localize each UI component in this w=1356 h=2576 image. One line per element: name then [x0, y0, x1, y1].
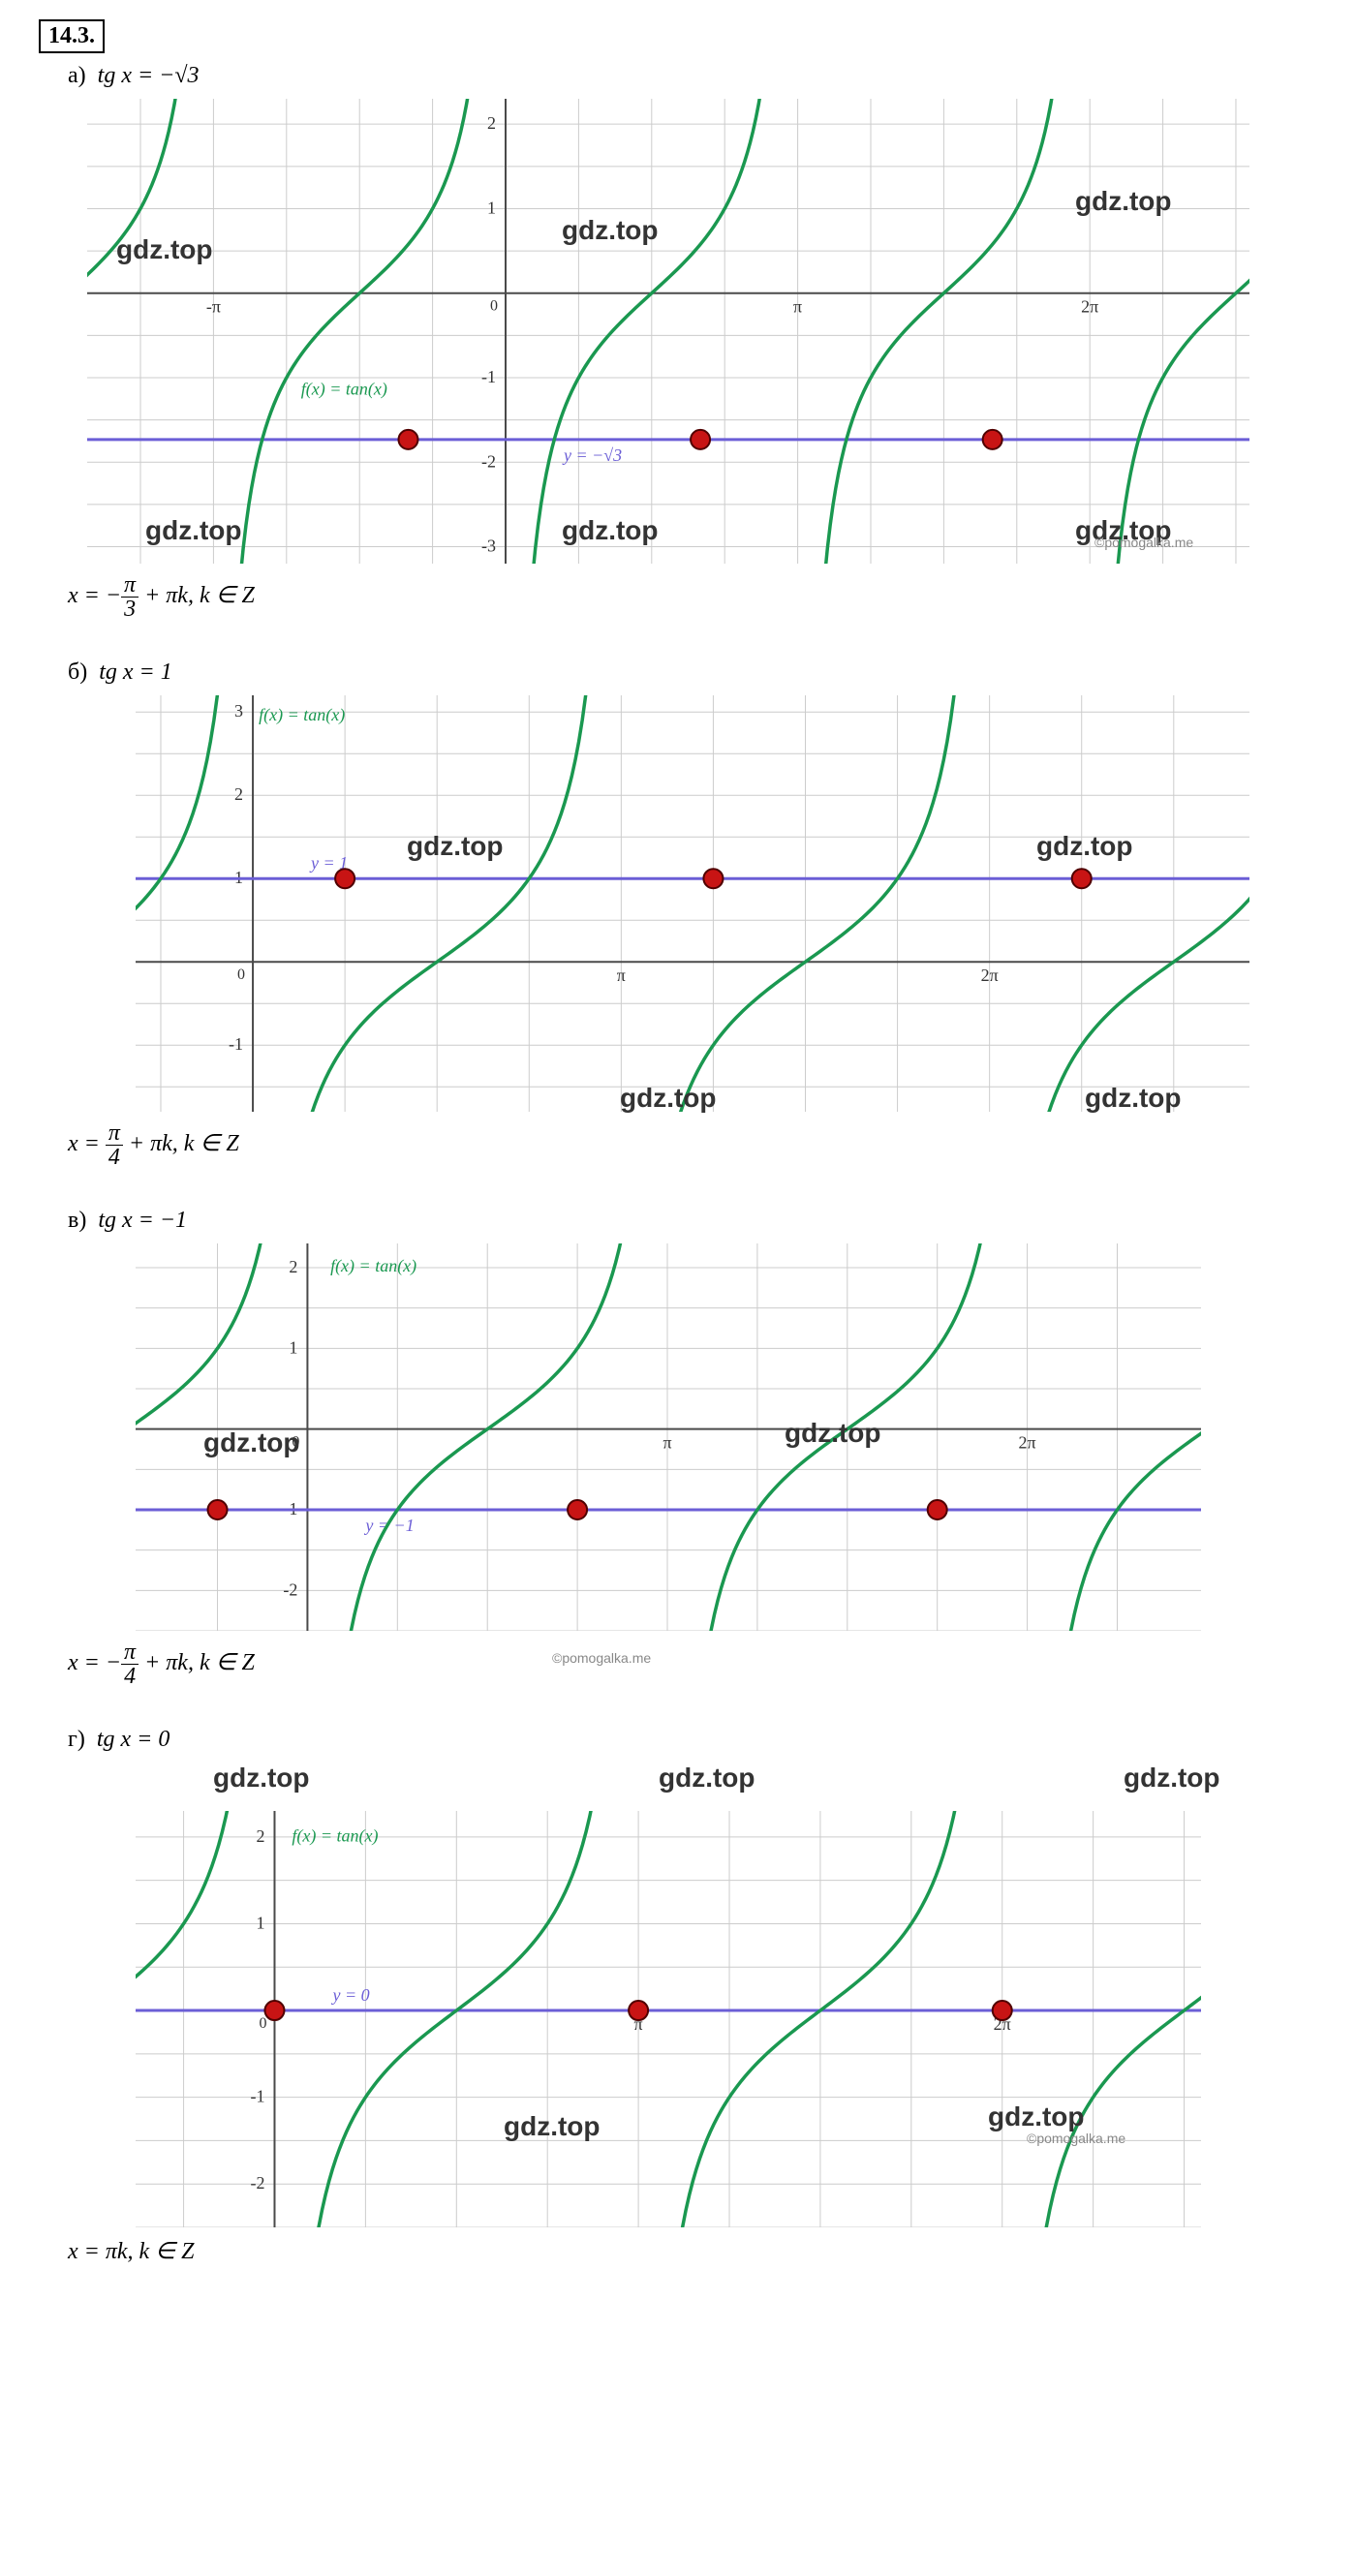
svg-text:-1: -1	[229, 1034, 243, 1054]
answer-a: x = −π3 + πk, k ∈ Z	[39, 573, 1317, 621]
svg-text:1: 1	[256, 1913, 264, 1932]
svg-text:2: 2	[256, 1826, 264, 1846]
graph-c: π2π-2-1120y = −1f(x) = tan(x) gdz.topgdz…	[136, 1243, 1201, 1631]
svg-text:0: 0	[237, 966, 245, 983]
subproblem-c: в) tg x = −1 π2π-2-1120y = −1f(x) = tan(…	[39, 1208, 1317, 1688]
graph-b: π2π-11230y = 1f(x) = tan(x) gdz.topgdz.t…	[136, 695, 1249, 1112]
svg-text:π: π	[617, 966, 626, 985]
svg-text:-2: -2	[481, 451, 496, 471]
svg-text:0: 0	[259, 2015, 266, 2032]
svg-text:2: 2	[487, 113, 496, 133]
graph-a: -ππ2π-3-2-1120y = −√3f(x) = tan(x) gdz.t…	[87, 99, 1249, 564]
subproblem-d: г) tg x = 0 gdz.topgdz.topgdz.top π2π-2-…	[39, 1727, 1317, 2265]
svg-text:2: 2	[234, 784, 243, 804]
svg-text:f(x) = tan(x): f(x) = tan(x)	[330, 1256, 416, 1276]
copyright: ©pomogalka.me	[552, 1650, 651, 1666]
copyright: ©pomogalka.me	[1027, 2131, 1125, 2146]
svg-text:3: 3	[234, 701, 243, 721]
svg-text:1: 1	[289, 1337, 297, 1357]
svg-text:f(x) = tan(x): f(x) = tan(x)	[292, 1825, 378, 1846]
svg-text:2π: 2π	[981, 966, 999, 985]
answer-b: x = π4 + πk, k ∈ Z	[39, 1121, 1317, 1169]
svg-text:π: π	[793, 297, 802, 317]
subproblem-label: в) tg x = −1	[39, 1208, 1317, 1234]
svg-text:2π: 2π	[1019, 1433, 1036, 1453]
svg-text:0: 0	[292, 1434, 299, 1451]
answer-c: x = −π4 + πk, k ∈ Z	[39, 1641, 1317, 1688]
copyright: ©pomogalka.me	[1094, 535, 1193, 550]
svg-text:2π: 2π	[1081, 297, 1098, 317]
subproblem-label: г) tg x = 0	[39, 1727, 1317, 1753]
subproblem-b: б) tg x = 1 π2π-11230y = 1f(x) = tan(x) …	[39, 659, 1317, 1169]
svg-text:-3: -3	[481, 537, 496, 556]
svg-text:-π: -π	[206, 297, 221, 317]
watermark: gdz.top	[659, 1763, 755, 1794]
svg-text:-2: -2	[250, 2173, 264, 2193]
svg-text:-2: -2	[283, 1579, 297, 1599]
svg-text:0: 0	[490, 298, 498, 315]
answer-d: x = πk, k ∈ Z	[39, 2237, 1317, 2265]
svg-text:-1: -1	[481, 367, 496, 386]
watermark: gdz.top	[213, 1763, 310, 1794]
svg-text:y = 0: y = 0	[330, 1985, 369, 2005]
svg-text:2: 2	[289, 1257, 297, 1276]
svg-text:f(x) = tan(x): f(x) = tan(x)	[259, 705, 345, 725]
svg-text:y = −√3: y = −√3	[562, 445, 622, 465]
subproblem-a: а) tg x = −√3 -π π 2π -3 -2 -1 1 2 0 y = −√3 f(x) …	[39, 63, 1317, 621]
svg-text:f(x) = tan(x): f(x) = tan(x)	[301, 379, 387, 399]
watermark: gdz.top	[1124, 1763, 1220, 1794]
subproblem-label: а) tg x = −√3	[39, 63, 1317, 89]
svg-text:-1: -1	[250, 2087, 264, 2106]
svg-text:π: π	[663, 1433, 671, 1453]
svg-text:1: 1	[487, 198, 496, 217]
subproblem-label: б) tg x = 1	[39, 659, 1317, 686]
problem-number: 14.3.	[39, 19, 105, 53]
graph-d: π2π-2-1120y = 0f(x) = tan(x) gdz.topgdz.…	[136, 1811, 1201, 2227]
